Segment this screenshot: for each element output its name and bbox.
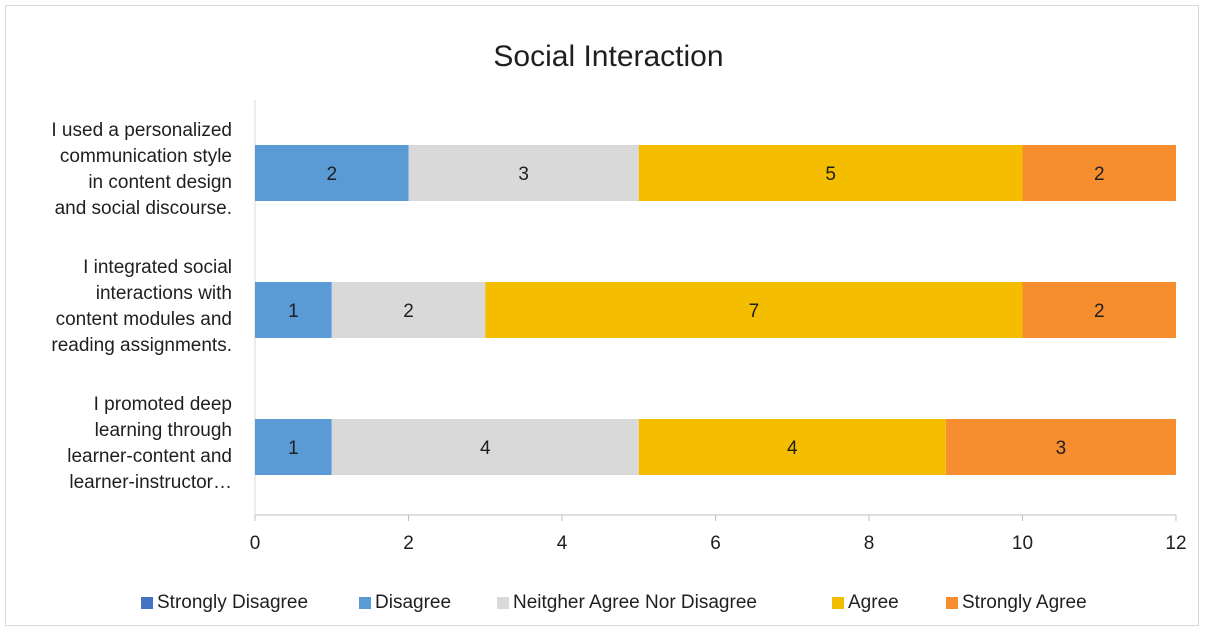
- bar-segment: [485, 282, 1023, 338]
- chart-title: Social Interaction: [493, 40, 724, 73]
- legend-item-strongly-disagree: Strongly Disagree: [141, 590, 308, 616]
- x-tick-label: 12: [1165, 533, 1186, 554]
- category-label-1: I used a personalized communication styl…: [2, 118, 232, 222]
- category-label-line: I integrated social: [83, 257, 232, 278]
- category-label-line: learner-content and: [67, 446, 232, 467]
- bar-segment: [945, 419, 1176, 475]
- category-label-2: I integrated social interactions with co…: [2, 255, 232, 359]
- bar-segment: [255, 282, 332, 338]
- legend-label: Strongly Agree: [962, 592, 1087, 613]
- bar-segment: [638, 145, 1023, 201]
- bar-segment: [1022, 282, 1176, 338]
- bar-segment: [1022, 145, 1176, 201]
- legend-item-agree: Agree: [832, 590, 899, 616]
- category-label-line: interactions with: [95, 283, 232, 304]
- category-label-line: in content design: [88, 172, 232, 193]
- legend-swatch: [832, 597, 844, 609]
- category-label-line: reading assignments.: [51, 335, 232, 356]
- data-label: 2: [326, 164, 337, 185]
- legend-label: Disagree: [375, 592, 452, 613]
- category-label-line: I promoted deep: [93, 394, 232, 415]
- bar-segment: [255, 419, 332, 475]
- category-label-line: learning through: [94, 420, 232, 441]
- bar-segment: [331, 282, 486, 338]
- data-label: 2: [1094, 164, 1105, 185]
- category-label-line: learner-instructor…: [69, 472, 232, 493]
- bar-segment: [408, 145, 639, 201]
- legend-label: Strongly Disagree: [157, 592, 309, 613]
- data-label: 3: [1056, 438, 1067, 459]
- legend-label: Agree: [848, 592, 899, 613]
- data-label: 1: [288, 438, 299, 459]
- data-label: 4: [787, 438, 798, 459]
- legend-item-disagree: Disagree: [359, 590, 451, 616]
- legend-item-neither: Neitgher Agree Nor Disagree: [497, 590, 757, 616]
- data-label: 2: [1094, 301, 1105, 322]
- category-label-3: I promoted deep learning through learner…: [2, 392, 232, 496]
- legend-swatch: [359, 597, 371, 609]
- x-tick-label: 4: [557, 533, 568, 554]
- x-tick-label: 2: [403, 533, 414, 554]
- legend-label: Neitgher Agree Nor Disagree: [513, 592, 757, 613]
- data-label: 2: [403, 301, 414, 322]
- legend: Strongly Disagree Disagree Neitgher Agre…: [0, 590, 1207, 616]
- x-tick-label: 8: [864, 533, 875, 554]
- legend-swatch: [946, 597, 958, 609]
- bar-segment: [255, 145, 409, 201]
- legend-swatch: [497, 597, 509, 609]
- data-label: 3: [518, 164, 529, 185]
- data-label: 5: [825, 164, 836, 185]
- data-label: 7: [749, 301, 760, 322]
- category-label-line: I used a personalized: [51, 120, 232, 141]
- bar-segment: [331, 419, 639, 475]
- category-label-line: content modules and: [55, 309, 232, 330]
- data-label: 1: [288, 301, 299, 322]
- x-tick-label: 0: [250, 533, 261, 554]
- x-tick-label: 6: [710, 533, 721, 554]
- data-label: 4: [480, 438, 491, 459]
- bar-segment: [638, 419, 946, 475]
- category-label-line: and social discourse.: [54, 198, 232, 219]
- x-tick-label: 10: [1012, 533, 1033, 554]
- legend-swatch: [141, 597, 153, 609]
- category-label-line: communication style: [59, 146, 232, 167]
- legend-item-strongly-agree: Strongly Agree: [946, 590, 1087, 616]
